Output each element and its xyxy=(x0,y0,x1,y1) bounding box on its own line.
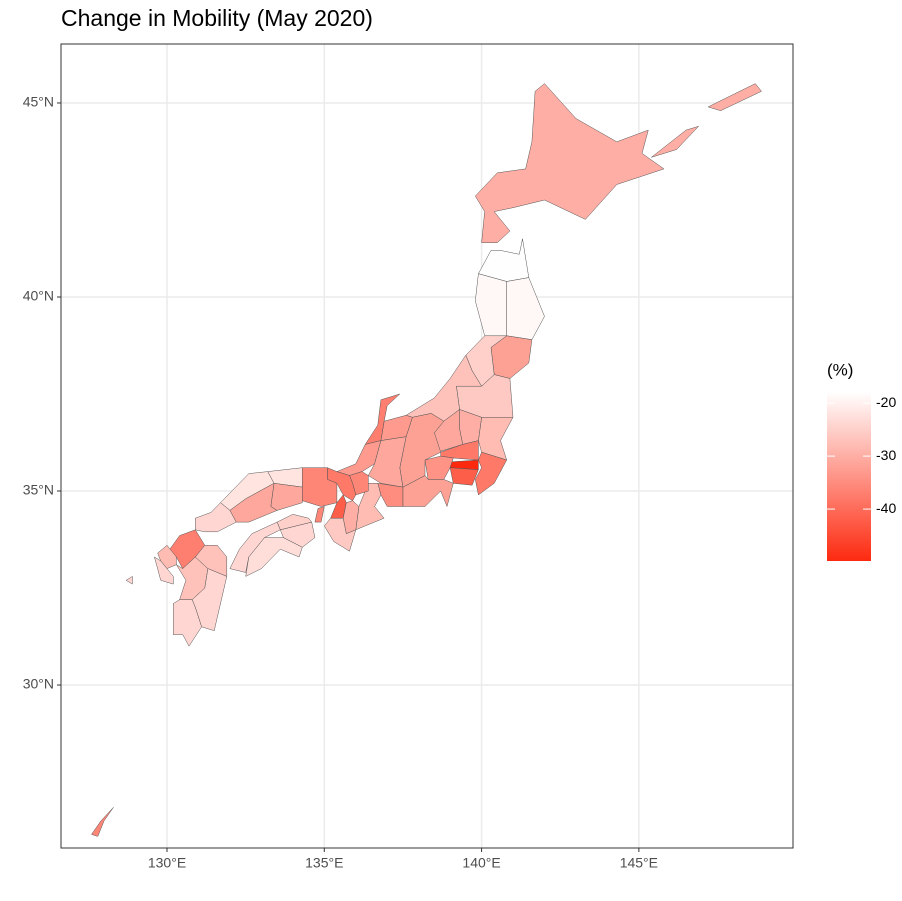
region xyxy=(229,483,278,523)
y-tick-label: 40°N xyxy=(23,288,54,304)
region xyxy=(475,83,762,243)
region xyxy=(368,436,407,488)
region xyxy=(355,483,385,531)
region xyxy=(364,393,401,445)
y-tick-label: 35°N xyxy=(23,482,54,498)
colorbar xyxy=(827,392,871,561)
x-tick-label: 130°E xyxy=(148,855,186,871)
region xyxy=(324,517,357,552)
region xyxy=(173,599,202,647)
region xyxy=(91,807,114,837)
region xyxy=(449,467,479,486)
colorbar-label: -40 xyxy=(876,500,896,516)
region xyxy=(402,475,454,507)
region xyxy=(229,521,281,573)
region xyxy=(195,502,237,533)
chart-title: Change in Mobility (May 2020) xyxy=(61,5,373,31)
x-tick-label: 135°E xyxy=(305,855,343,871)
y-tick-label: 30°N xyxy=(23,676,54,692)
region xyxy=(125,556,174,585)
region xyxy=(506,277,545,340)
x-tick-label: 140°E xyxy=(462,855,500,871)
region xyxy=(245,537,303,577)
y-tick-label: 45°N xyxy=(23,94,54,110)
legend-title: (%) xyxy=(827,360,853,379)
panel-border xyxy=(60,43,794,849)
x-tick-label: 145°E xyxy=(620,855,658,871)
region xyxy=(475,451,507,496)
colorbar-label: -30 xyxy=(876,447,896,463)
colorbar-label: -20 xyxy=(876,394,896,410)
